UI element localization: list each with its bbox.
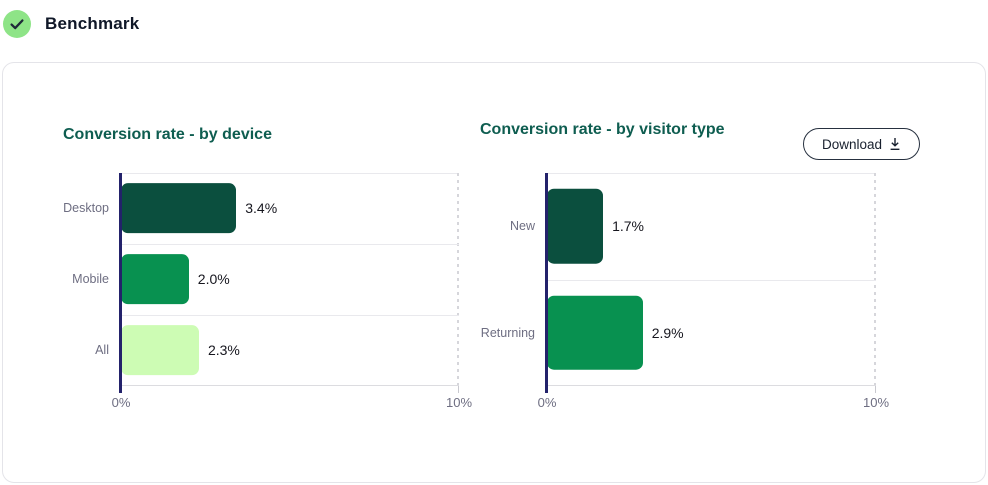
value-label-returning: 2.9% [651, 324, 684, 341]
chart-row-mobile: Mobile 2.0% [72, 243, 459, 315]
chart-row-desktop: Desktop 3.4% [63, 173, 459, 244]
category-label-desktop: Desktop [63, 201, 109, 216]
right-dashed-gridline [457, 173, 459, 386]
x-tick-10 [875, 386, 876, 393]
bar-desktop[interactable] [121, 183, 237, 234]
plot-area-by-device: 0% 10% Desktop 3.4% Mobile 2.0% All 2.3% [63, 173, 472, 410]
gridline [546, 279, 876, 281]
x-tick-label-10: 10% [445, 395, 473, 410]
x-tick-10 [458, 386, 459, 393]
chart-row-all: All 2.3% [95, 314, 459, 386]
y-axis-line [119, 173, 122, 393]
benchmark-card: Conversion rate - by device Conversion r… [2, 62, 986, 483]
value-label-new: 1.7% [612, 218, 645, 235]
download-icon [890, 138, 900, 150]
benchmark-header: Benchmark [3, 10, 139, 38]
chart-row-returning: Returning 2.9% [481, 279, 876, 387]
page-title: Benchmark [45, 14, 140, 33]
bar-all[interactable] [121, 325, 199, 376]
bar-new[interactable] [547, 188, 604, 264]
category-label-mobile: Mobile [72, 272, 109, 287]
bar-mobile[interactable] [121, 254, 189, 305]
category-label-returning: Returning [480, 325, 535, 340]
value-label-all: 2.3% [207, 342, 240, 359]
value-label-desktop: 3.4% [245, 200, 278, 217]
category-label-all: All [95, 343, 109, 358]
gridline [120, 243, 459, 245]
plot-area-by-visitor-type: 0% 10% New 1.7% Returning 2.9% [481, 173, 889, 410]
value-label-mobile: 2.0% [197, 271, 230, 288]
bar-returning[interactable] [547, 295, 643, 371]
chart-row-new: New 1.7% [510, 173, 876, 280]
category-label-new: New [509, 219, 535, 234]
check-circle-icon [3, 10, 31, 38]
download-button-label: Download [822, 136, 883, 152]
download-button[interactable]: Download [803, 128, 921, 160]
gridline [120, 314, 459, 316]
x-tick-label-10: 10% [862, 395, 890, 410]
x-tick-label-0: 0% [111, 395, 131, 410]
chart-title-by-visitor-type: Conversion rate - by visitor type [480, 121, 725, 138]
y-axis-line [545, 173, 548, 393]
chart-title-by-device: Conversion rate - by device [63, 126, 272, 143]
x-tick-label-0: 0% [537, 395, 557, 410]
